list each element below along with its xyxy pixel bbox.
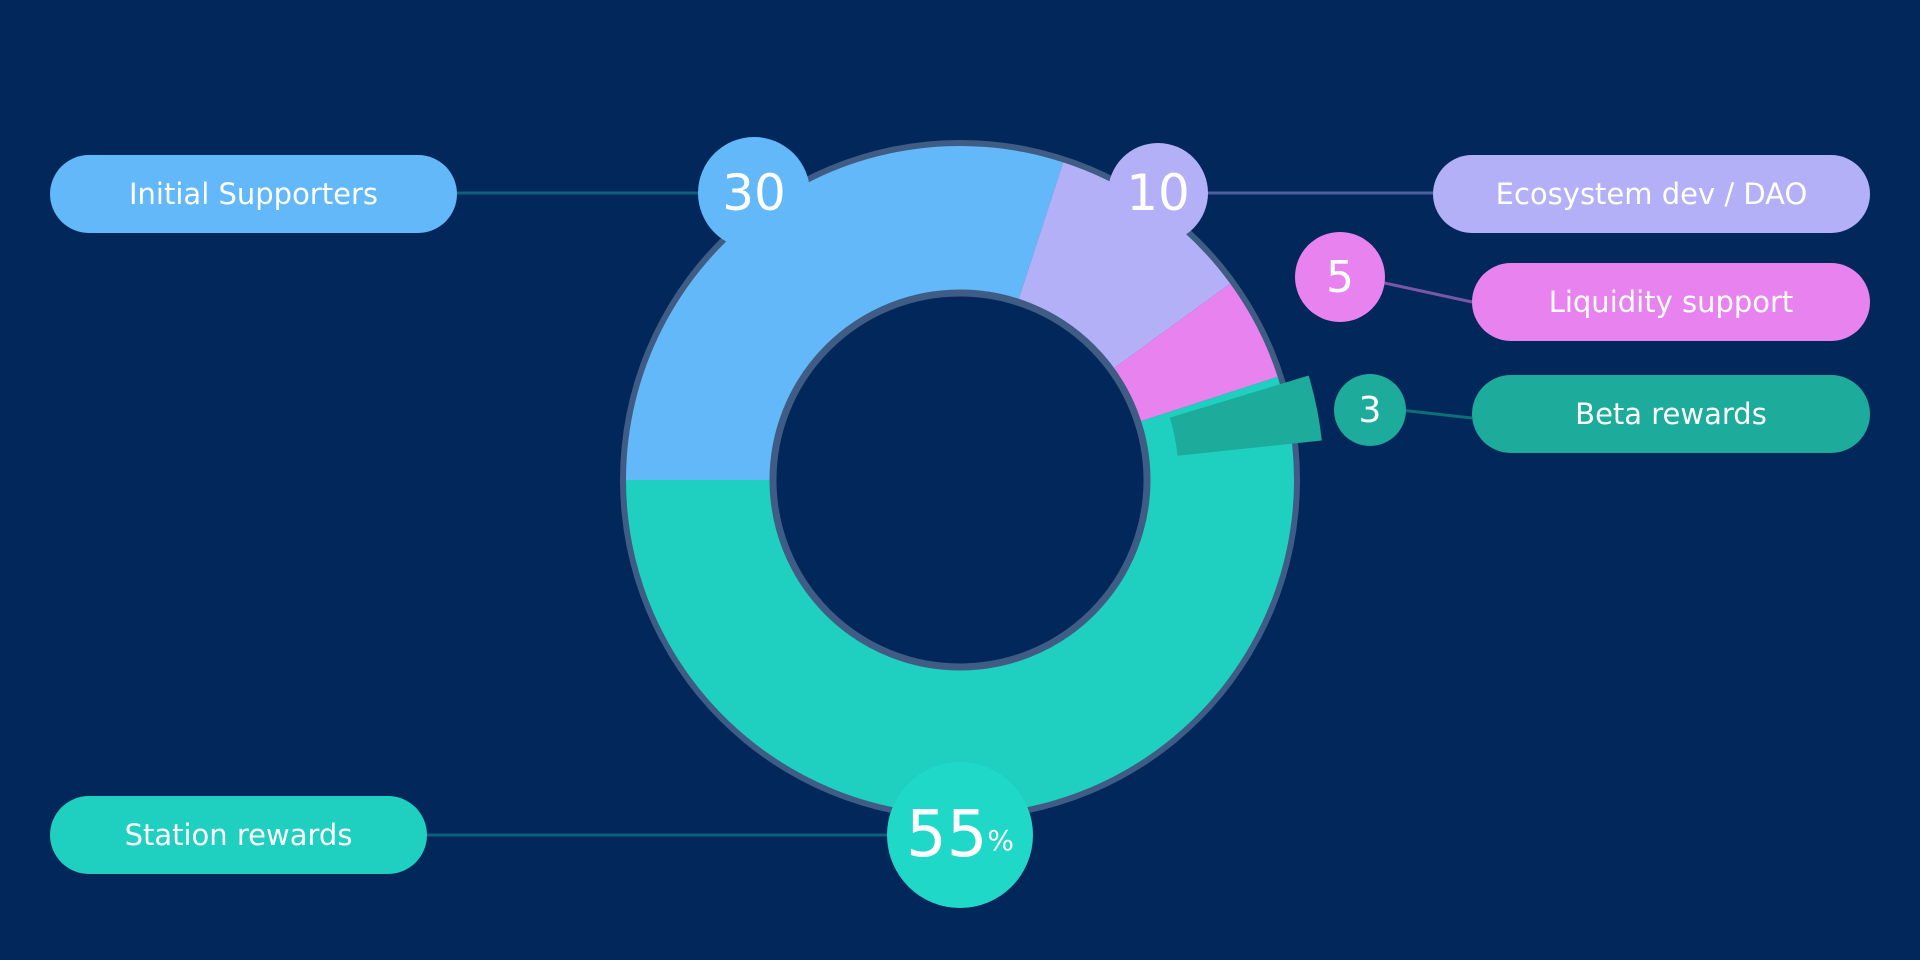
percent-unit: % (987, 823, 1015, 857)
value-ecosystem-dev: 10 (1108, 143, 1208, 243)
slice-station-rewards (626, 376, 1294, 815)
label-beta-rewards: Beta rewards (1472, 375, 1870, 453)
connector-line-3 (1399, 408, 1473, 420)
slice-liquidity-support (1111, 283, 1278, 423)
value-beta-rewards: 3 (1334, 374, 1406, 446)
value-station-rewards-number: 55 (905, 798, 988, 872)
value-liquidity-support: 5 (1295, 232, 1385, 322)
label-ecosystem-dev: Ecosystem dev / DAO (1433, 155, 1870, 233)
label-station-rewards: Station rewards (50, 796, 427, 874)
slice-initial-supporters (626, 145, 1064, 480)
value-station-rewards: 55% (887, 762, 1033, 908)
label-initial-supporters: Initial Supporters (50, 155, 457, 233)
label-liquidity-support: Liquidity support (1472, 263, 1870, 341)
value-initial-supporters: 30 (698, 137, 810, 249)
connector-line-2 (1379, 280, 1473, 304)
slice-beta-rewards (1169, 375, 1322, 456)
slice-ecosystem-dev-dao (1017, 162, 1231, 371)
ring-inner-hole (769, 289, 1151, 671)
